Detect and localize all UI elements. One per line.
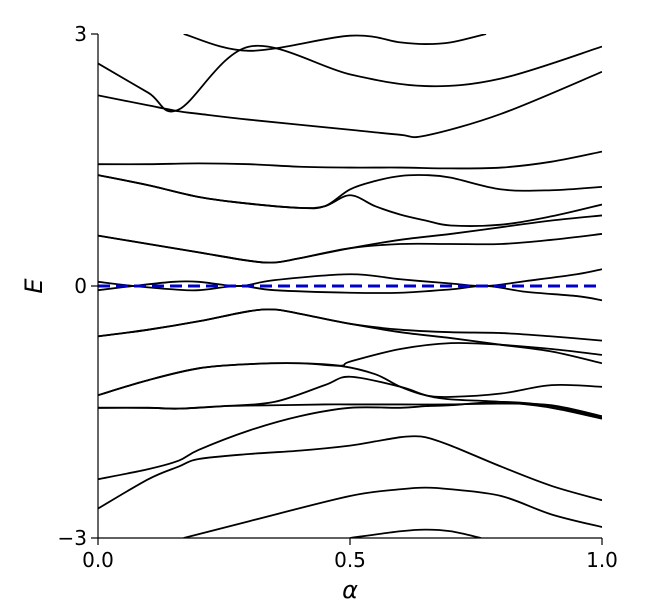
band-line-20 bbox=[349, 528, 482, 538]
y-ticks: −3 0 3 bbox=[58, 22, 98, 550]
x-tick-label: 0.5 bbox=[334, 548, 366, 572]
band-line-4 bbox=[98, 150, 602, 170]
y-tick-label: 3 bbox=[74, 22, 87, 46]
band-line-2 bbox=[98, 44, 602, 113]
x-tick-label: 0.0 bbox=[82, 548, 114, 572]
x-ticks: 0.0 0.5 1.0 bbox=[82, 538, 618, 572]
band-line-19 bbox=[183, 486, 602, 538]
x-tick-label: 1.0 bbox=[586, 548, 618, 572]
band-line-14 bbox=[98, 362, 602, 398]
band-line-10 bbox=[98, 280, 602, 302]
band-line-17 bbox=[98, 401, 602, 481]
band-lines bbox=[98, 34, 602, 538]
band-line-6 bbox=[98, 174, 602, 227]
band-line-12 bbox=[98, 308, 602, 365]
y-tick-label: 0 bbox=[74, 274, 87, 298]
band-line-3 bbox=[98, 70, 602, 139]
x-axis-label: α bbox=[342, 576, 358, 604]
band-line-16 bbox=[98, 402, 602, 418]
band-line-8 bbox=[98, 214, 602, 264]
band-line-13 bbox=[98, 342, 602, 397]
band-line-18 bbox=[98, 435, 602, 510]
y-tick-label: −3 bbox=[58, 526, 87, 550]
y-axis-label: E bbox=[20, 278, 48, 294]
band-line-9 bbox=[98, 268, 602, 292]
band-line-15 bbox=[98, 375, 602, 420]
band-line-1 bbox=[183, 34, 487, 52]
